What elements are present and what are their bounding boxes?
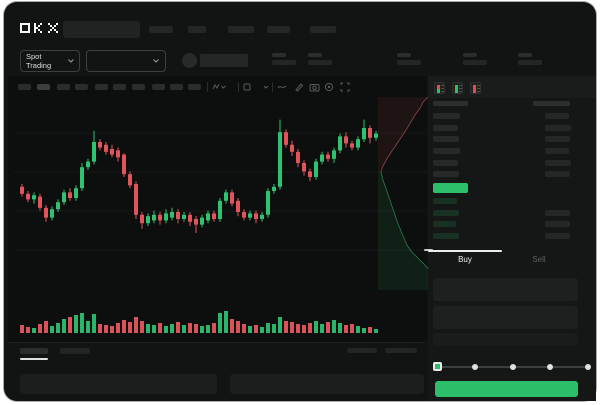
chevron-down-icon: [153, 59, 159, 63]
toolbar-divider: [207, 82, 208, 92]
ask-row-amount: [545, 148, 569, 154]
ticker-stat-label: [397, 53, 411, 57]
open-orders-panel: [20, 374, 217, 394]
ticker-stat-label: [272, 53, 286, 57]
bid-row-price[interactable]: [433, 210, 459, 216]
pair-selector-dropdown[interactable]: [86, 50, 166, 72]
slider-stop[interactable]: [510, 364, 516, 370]
timeframe-button[interactable]: [95, 84, 108, 90]
ask-row-amount: [545, 160, 571, 166]
timeframe-button[interactable]: [18, 84, 31, 90]
pair-name-placeholder: [200, 54, 248, 67]
chevron-down-icon: [68, 59, 74, 63]
market-type-dropdown[interactable]: Spot Trading: [20, 50, 80, 72]
ticker-stat-value: [272, 60, 296, 65]
slider-stop[interactable]: [547, 364, 553, 370]
market-type-label: Spot Trading: [26, 52, 52, 70]
price-field[interactable]: [433, 278, 578, 301]
bottom-tab-orders[interactable]: [20, 348, 48, 354]
timeframe-button[interactable]: [57, 84, 70, 90]
ask-row-price[interactable]: [433, 160, 458, 166]
timeframe-button[interactable]: [75, 84, 88, 90]
ticker-stat-value: [518, 60, 542, 65]
ask-row-price[interactable]: [433, 171, 459, 177]
ask-row-amount: [545, 113, 569, 119]
toolbar-divider: [272, 82, 273, 92]
coin-avatar: [182, 53, 197, 68]
active-tab-indicator: [428, 250, 502, 252]
indicators-dropdown-icon[interactable]: [212, 82, 226, 92]
search-input[interactable]: [63, 21, 140, 38]
ask-row-price[interactable]: [433, 125, 458, 131]
trade-tabbar: Buy Sell: [428, 248, 576, 270]
ask-row-price[interactable]: [433, 136, 459, 142]
slider-stop[interactable]: [472, 364, 478, 370]
timeframe-button[interactable]: [188, 84, 201, 90]
order-history-panel: [230, 374, 424, 394]
nav-item-placeholder[interactable]: [188, 26, 206, 33]
tab-buy[interactable]: Buy: [458, 254, 472, 264]
bottom-tab-history[interactable]: [60, 348, 90, 354]
book-combined-icon[interactable]: [434, 82, 445, 94]
nav-item-placeholder[interactable]: [310, 26, 336, 33]
slider-stop[interactable]: [585, 364, 591, 370]
bottom-filter-chip[interactable]: [385, 348, 417, 353]
ticker-stat-value: [463, 60, 487, 65]
timeframe-button[interactable]: [37, 84, 50, 90]
draw-icon[interactable]: [294, 82, 304, 92]
timeframe-button[interactable]: [132, 84, 145, 90]
timeframe-button[interactable]: [170, 84, 183, 90]
bid-row-price[interactable]: [433, 221, 456, 227]
line-tool-icon[interactable]: [277, 82, 287, 92]
tab-sell[interactable]: Sell: [532, 254, 546, 264]
nav-item-placeholder[interactable]: [228, 26, 254, 33]
ask-row-price[interactable]: [433, 148, 460, 154]
ask-row-price[interactable]: [433, 113, 460, 119]
ticker-stat-label: [308, 53, 322, 57]
display-dropdown-icon[interactable]: [243, 82, 269, 92]
toolbar-divider: [238, 82, 239, 92]
bid-row-price[interactable]: [433, 198, 457, 204]
timeframe-button[interactable]: [152, 84, 165, 90]
nav-item-placeholder[interactable]: [267, 26, 290, 33]
submit-buy-button[interactable]: [435, 381, 578, 397]
bid-row-amount: [545, 233, 570, 239]
ticker-stat-value: [397, 60, 421, 65]
ticker-stat-label: [463, 53, 477, 57]
bottom-active-tab-underline: [20, 358, 48, 360]
ask-row-amount: [545, 171, 570, 177]
slider-handle[interactable]: [433, 362, 442, 371]
chart-bottom-divider: [8, 342, 424, 343]
ask-row-amount: [545, 125, 571, 131]
fullscreen-icon[interactable]: [340, 82, 350, 92]
timeframe-button[interactable]: [113, 84, 126, 90]
ticker-stat-value: [308, 60, 332, 65]
settings-icon[interactable]: [324, 82, 334, 92]
orderbook-col-header-amount: [533, 101, 570, 106]
book-asks-icon[interactable]: [470, 82, 481, 94]
total-field[interactable]: [433, 333, 578, 346]
orderbook-col-header-price: [433, 101, 468, 106]
camera-icon[interactable]: [309, 82, 320, 92]
book-bids-icon[interactable]: [452, 82, 463, 94]
bid-row-amount: [545, 221, 570, 227]
ticker-stat-label: [518, 53, 532, 57]
bid-row-price[interactable]: [433, 233, 459, 239]
bid-row-amount: [545, 210, 570, 216]
orderbook-last-price[interactable]: [433, 183, 468, 193]
amount-field[interactable]: [433, 306, 578, 329]
chart-background: [8, 76, 427, 342]
okx-logo: [20, 23, 58, 33]
ask-row-amount: [545, 136, 570, 142]
nav-item-placeholder[interactable]: [149, 26, 173, 33]
bottom-filter-chip[interactable]: [347, 348, 377, 353]
